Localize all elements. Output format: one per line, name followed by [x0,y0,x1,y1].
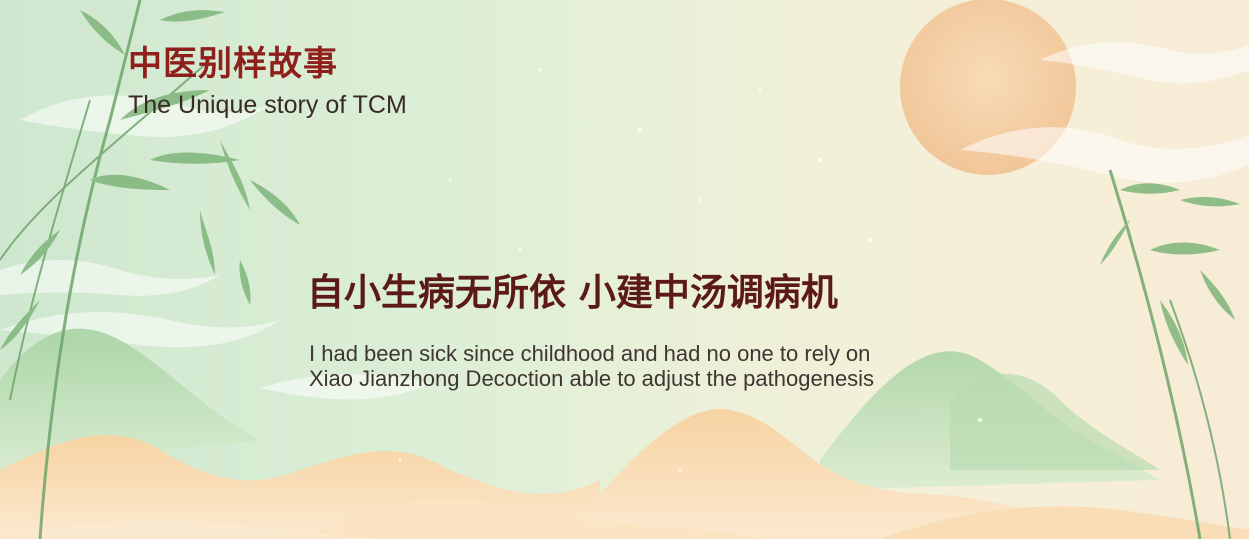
mountains-illustration [0,328,260,470]
brand-subtitle: The Unique story of TCM [128,91,407,119]
bamboo-left-illustration [0,0,300,539]
episode-title: 自小生病无所依 小建中汤调病机 [307,271,838,314]
brand-title: 中医别样故事 [128,44,338,84]
episode-subtitle-line-2: Xiao Jianzhong Decoction able to adjust … [309,366,875,391]
bamboo-right-illustration [1100,169,1240,539]
episode-subtitle-line-1: I had been sick since childhood and had … [309,341,871,366]
